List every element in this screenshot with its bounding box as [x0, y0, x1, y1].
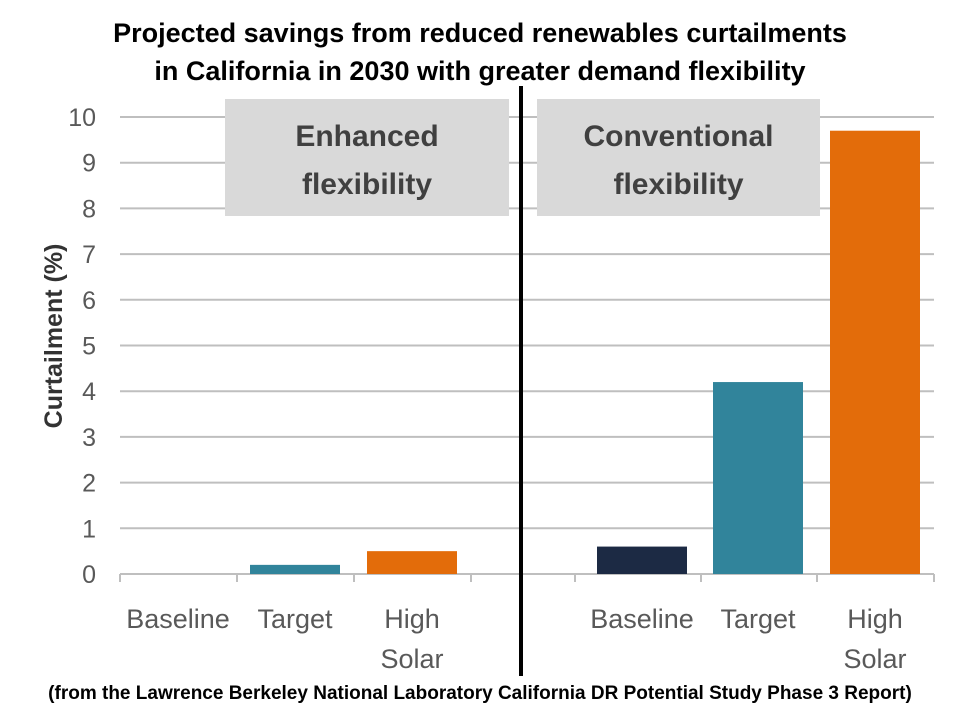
bars: [250, 130, 920, 574]
panel-label-box: [225, 99, 509, 216]
x-tick-label: Solar: [380, 644, 443, 674]
source-footnote: (from the Lawrence Berkeley National Lab…: [48, 683, 912, 704]
chart-title-line-2: in California in 2030 with greater deman…: [154, 56, 806, 86]
bar: [713, 382, 803, 574]
panel-label-box: [537, 99, 820, 216]
x-tick-labels: Baseline Target High Solar Baseline Target Hig…: [126, 604, 906, 674]
y-tick-labels: 0 1 2 3 4 5 6 7 8 9 10: [68, 104, 96, 589]
y-tick-label: 3: [82, 424, 96, 452]
y-tick-label: 4: [82, 378, 96, 406]
x-tick-label: Target: [257, 604, 333, 634]
chart-title: Projected savings from reduced renewable…: [0, 14, 960, 90]
panel-labels: Enhanced flexibility Conventional flexibili…: [225, 99, 820, 216]
x-tick-label: High: [384, 604, 440, 634]
y-tick-label: 8: [82, 195, 96, 223]
x-tick-label: Baseline: [126, 604, 230, 634]
x-tick-label: Target: [720, 604, 796, 634]
panel-label-line: Enhanced: [295, 120, 438, 153]
bar: [597, 546, 687, 574]
bar: [367, 551, 457, 574]
y-tick-label: 1: [82, 515, 96, 543]
x-tick-label: Baseline: [590, 604, 694, 634]
bar: [250, 564, 340, 574]
y-tick-label: 10: [68, 104, 96, 132]
y-tick-label: 9: [82, 150, 96, 178]
y-tick-label: 5: [82, 333, 96, 361]
y-axis-label: Curtailment (%): [40, 244, 68, 429]
x-tick-label: Solar: [843, 644, 906, 674]
panel-label-line: Conventional: [583, 120, 773, 153]
y-tick-label: 2: [82, 470, 96, 498]
chart-title-line-1: Projected savings from reduced renewable…: [113, 18, 847, 48]
bar: [830, 130, 920, 574]
y-tick-label: 6: [82, 287, 96, 315]
panel-label-line: flexibility: [302, 168, 432, 201]
y-tick-label: 7: [82, 241, 96, 269]
y-tick-label: 0: [82, 561, 96, 589]
panel-label-line: flexibility: [613, 168, 743, 201]
x-tick-label: High: [847, 604, 903, 634]
